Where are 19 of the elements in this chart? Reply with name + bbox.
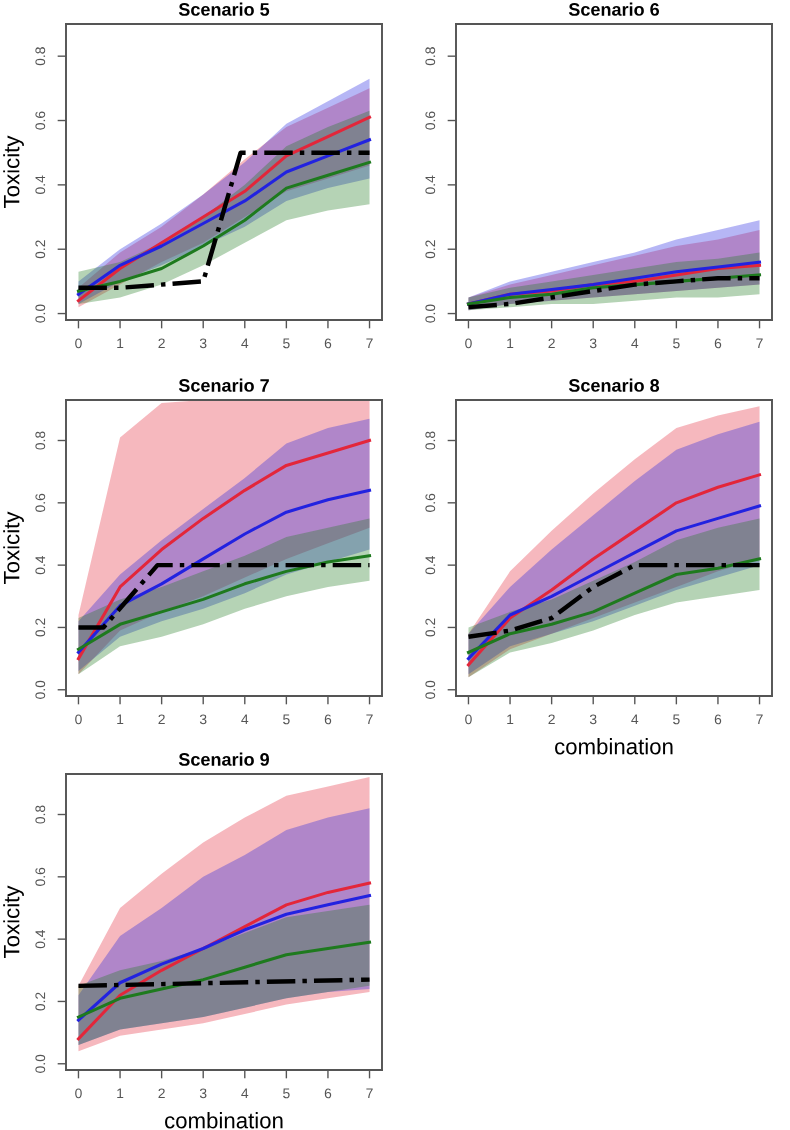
line-series [76, 881, 372, 1041]
chart-title: Scenario 9 [178, 752, 269, 766]
y-axis-title: Toxicity [3, 885, 24, 958]
chart-title: Scenario 7 [178, 378, 269, 392]
x-axis-title: combination [165, 1112, 283, 1129]
x-axis-title: combination [555, 738, 673, 755]
chart-title: Scenario 5 [178, 2, 270, 16]
line-series [76, 488, 372, 654]
chart-title: Scenario 8 [568, 378, 660, 392]
line-series [466, 504, 762, 661]
line-series [466, 562, 762, 640]
line-series [76, 940, 372, 1019]
y-axis-title: Toxicity [3, 135, 24, 208]
line-series [466, 473, 762, 667]
y-axis-title: Toxicity [3, 511, 24, 584]
line-series [76, 893, 372, 1022]
line-series [466, 557, 762, 654]
chart-title: Scenario 6 [568, 2, 660, 16]
line-series [76, 554, 372, 651]
